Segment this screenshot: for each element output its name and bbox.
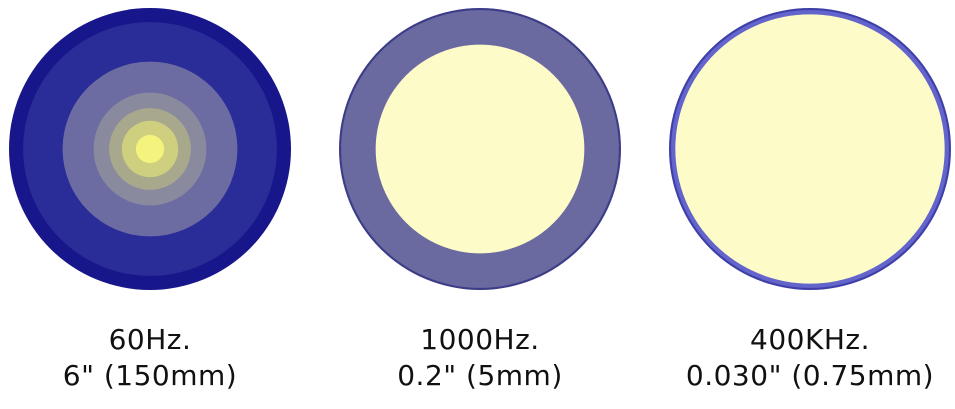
frequency-label: 400KHz.: [750, 323, 870, 356]
caption-60hz: 60Hz. 6" (150mm): [0, 322, 300, 394]
current-density-ring: [675, 14, 945, 284]
current-density-ring: [135, 134, 165, 164]
frequency-label: 60Hz.: [108, 323, 192, 356]
current-density-ring: [375, 44, 585, 254]
depth-label: 0.030" (0.75mm): [685, 359, 935, 392]
frequency-label: 1000Hz.: [420, 323, 540, 356]
conductor-cross-section-400khz: [669, 8, 951, 290]
depth-label: 6" (150mm): [62, 359, 238, 392]
conductor-cross-section-60hz: [9, 8, 291, 290]
depth-label: 0.2" (5mm): [397, 359, 563, 392]
caption-400khz: 400KHz. 0.030" (0.75mm): [660, 322, 955, 394]
caption-1000hz: 1000Hz. 0.2" (5mm): [330, 322, 630, 394]
conductor-cross-section-1000hz: [339, 8, 621, 290]
